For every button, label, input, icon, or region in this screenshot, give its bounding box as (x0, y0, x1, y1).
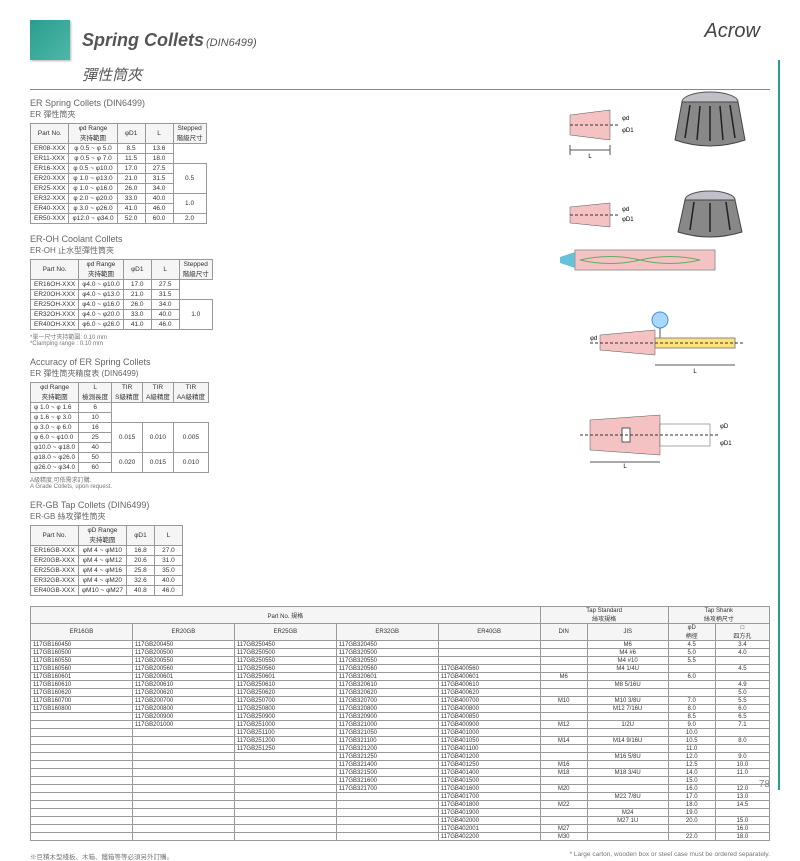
section-partno-table: Part No. 規格Tap Standard 絲攻規格Tap Shank 絲攻… (30, 606, 770, 841)
logo-square (30, 20, 70, 60)
title-sub: (DIN6499) (206, 37, 257, 49)
page-header: Spring Collets (DIN6499) (30, 20, 770, 60)
footnotes: ※巨積木型棧板、木箱、鐵箱等等必須另外訂購。 * Large carton, w… (30, 851, 770, 861)
svg-text:L: L (588, 154, 592, 160)
svg-text:φD1: φD1 (622, 128, 634, 134)
sec4-title-zh: ER-GB 絲攻彈性筒夾 (30, 511, 770, 522)
svg-text:φD1: φD1 (720, 441, 732, 447)
brand-name: Acrow (704, 20, 760, 43)
section-er-gb: ER-GB Tap Collets (DIN6499) ER-GB 絲攻彈性筒夾… (30, 500, 770, 596)
diagram-er-collet: L φd φD1 (560, 90, 760, 160)
svg-text:φd: φd (590, 336, 597, 342)
svg-text:L: L (623, 464, 627, 470)
table-partno: Part No. 規格Tap Standard 絲攻規格Tap Shank 絲攻… (30, 606, 770, 841)
title-zh: 彈性筒夾 (82, 64, 770, 85)
sec3-note: A級精度,可依需求訂購. A Grade Collets, upon reque… (30, 475, 770, 490)
title-en: Spring Collets (82, 30, 204, 50)
sec4-title-en: ER-GB Tap Collets (DIN6499) (30, 500, 770, 510)
footnote-en: * Large carton, wooden box or steel case… (570, 851, 770, 861)
svg-text:φd: φd (622, 207, 629, 213)
svg-text:φd: φd (622, 116, 629, 122)
svg-text:φD: φD (720, 424, 729, 430)
table-er-oh: Part No.φd Range 夾持範圍φD1LStepped 階級尺寸ER1… (30, 259, 213, 330)
svg-text:L: L (693, 369, 697, 375)
diagram-oh-collet: φd φD1 (560, 190, 760, 280)
table-er-gb: Part No.φD Range 夾持範圍φD1LER16GB-XXXφM 4 … (30, 525, 183, 596)
diagram-gb-collet: φD φD1 L (560, 410, 760, 470)
svg-text:φD1: φD1 (622, 217, 634, 223)
table-er-spring: Part No.φd Range 夾持範圍φD1LStepped 階級尺寸ER0… (30, 123, 207, 224)
page-number: 78 (759, 779, 770, 790)
diagram-accuracy: L φd (560, 310, 760, 380)
footnote-zh: ※巨積木型棧板、木箱、鐵箱等等必須另外訂購。 (30, 851, 173, 861)
table-accuracy: φd Range 夾持範圍L 檢測長度TIR S級精度TIR A級精度TIR A… (30, 382, 209, 473)
